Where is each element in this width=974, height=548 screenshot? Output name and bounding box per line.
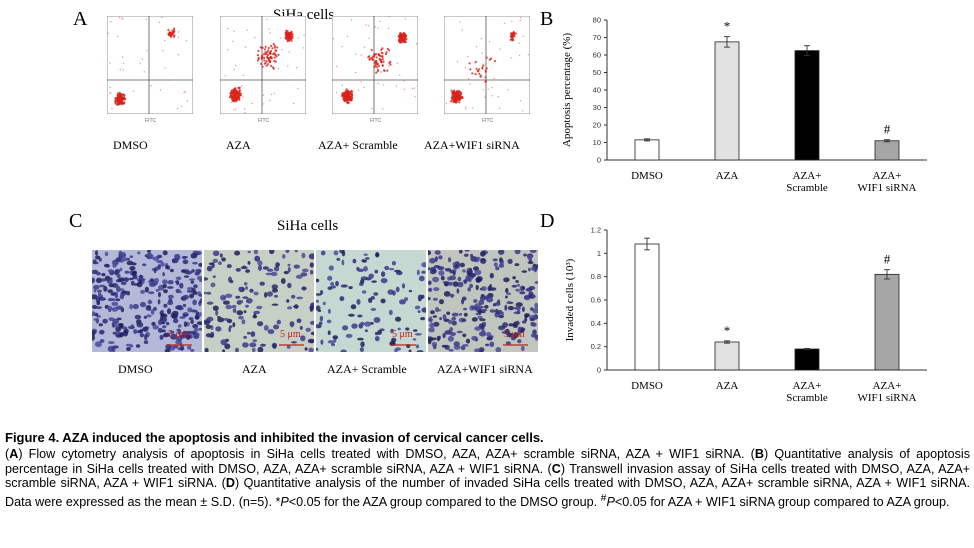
panel-a-label-dmso: DMSO xyxy=(113,138,148,152)
panel-c-label-aza: AZA xyxy=(242,362,267,376)
caption-d-text: ) Quantitative analysis of the number of… xyxy=(5,476,970,510)
caption-c-letter: C xyxy=(551,461,561,476)
bar xyxy=(874,140,900,161)
transwell-micrograph: 5 μm xyxy=(204,250,314,352)
caption-t2: <0.05 for AZA + WIF1 siRNA group compare… xyxy=(614,495,950,510)
caption-hash: # xyxy=(600,492,607,505)
panel-c-label-dmso: DMSO xyxy=(118,362,153,376)
panel-c-label-aza-scramble: AZA+ Scramble xyxy=(327,362,407,376)
x-tick-label: Scramble xyxy=(786,392,828,404)
caption-t1: <0.05 for the AZA group compared to the … xyxy=(288,495,601,510)
y-tick-label: 1.2 xyxy=(591,226,601,235)
significance-mark: # xyxy=(884,252,891,267)
y-tick-label: 80 xyxy=(593,16,601,25)
flow-cytometry-plot: FITC xyxy=(219,15,307,124)
significance-mark: * xyxy=(724,323,731,338)
flow-axis-label: FITC xyxy=(258,118,270,124)
x-tick-label: AZA+ xyxy=(873,170,902,182)
x-tick-label: DMSO xyxy=(631,380,663,392)
significance-mark: # xyxy=(884,122,891,137)
bar xyxy=(794,348,820,371)
flow-cytometry-plot: FITC xyxy=(106,15,194,124)
x-tick-label: Scramble xyxy=(786,182,828,194)
panel-a-label-aza: AZA xyxy=(226,138,251,152)
panel-a-letter: A xyxy=(73,8,88,30)
flow-axis-label: FITC xyxy=(370,118,382,124)
y-tick-label: 70 xyxy=(593,33,601,42)
transwell-micrograph: 5 μm xyxy=(428,250,538,352)
scale-bar-label: 5 μm xyxy=(168,329,189,340)
bar xyxy=(634,243,660,371)
caption-a-text: ) Flow cytometry analysis of apoptosis i… xyxy=(18,446,755,461)
y-tick-label: 50 xyxy=(593,68,601,77)
scale-bar-label: 5 μm xyxy=(504,329,525,340)
caption-d-letter: D xyxy=(225,476,235,491)
bar xyxy=(634,139,660,161)
caption-body: (A) Flow cytometry analysis of apoptosis… xyxy=(5,446,970,510)
y-axis-label: Invaded cells (10³) xyxy=(564,258,576,341)
x-tick-label: AZA+ xyxy=(793,380,822,392)
x-tick-label: AZA+ xyxy=(873,380,902,392)
chart-b: 0 10 20 30 40 50 60 70 80 Apoptosis percentage (%… xyxy=(561,16,927,194)
caption-p2: P xyxy=(606,495,615,510)
panel-b-letter: B xyxy=(540,8,554,30)
caption-title: Figure 4. AZA induced the apoptosis and … xyxy=(5,430,544,445)
bar xyxy=(714,341,740,371)
panel-a-label-aza-wif1: AZA+WIF1 siRNA xyxy=(424,138,520,152)
scale-bar-label: 5 μm xyxy=(280,329,301,340)
y-tick-label: 60 xyxy=(593,51,601,60)
y-tick-label: 20 xyxy=(593,121,601,130)
flow-axis-label: FITC xyxy=(145,118,157,124)
flow-axis-label: FITC xyxy=(482,118,494,124)
y-tick-label: 1 xyxy=(597,249,601,258)
flow-cytometry-plot: FITC xyxy=(443,15,531,124)
y-axis-label: Apoptosis percentage (%) xyxy=(561,33,573,148)
caption-a-letter: A xyxy=(9,446,19,461)
figure-caption: Figure 4. AZA induced the apoptosis and … xyxy=(5,430,970,510)
significance-mark: * xyxy=(724,19,731,34)
y-tick-label: 0 xyxy=(597,156,601,165)
y-tick-label: 30 xyxy=(593,103,601,112)
flow-cytometry-plot: FITC xyxy=(331,15,419,124)
x-tick-label: WIF1 siRNA xyxy=(858,392,917,404)
y-tick-label: 0 xyxy=(597,366,601,375)
x-tick-label: AZA xyxy=(716,170,739,182)
panel-d-letter: D xyxy=(540,210,555,232)
x-tick-label: DMSO xyxy=(631,170,663,182)
scale-bar-label: 5 μm xyxy=(392,329,413,340)
panel-c-label-aza-wif1: AZA+WIF1 siRNA xyxy=(437,362,533,376)
y-tick-label: 40 xyxy=(593,86,601,95)
bar xyxy=(714,41,740,161)
caption-p1: P xyxy=(280,495,289,510)
bar xyxy=(874,273,900,371)
caption-b-text: ) Quantitative analysis of apoptosis per… xyxy=(5,446,970,476)
y-tick-label: 0.4 xyxy=(591,319,601,328)
panel-c-title: SiHa cells xyxy=(277,218,339,234)
panel-c-letter: C xyxy=(69,210,83,232)
caption-b-letter: B xyxy=(754,446,764,461)
caption-c-text: ) Transwell invasion assay of SiHa cells… xyxy=(5,461,970,491)
y-tick-label: 0.8 xyxy=(591,272,601,281)
x-tick-label: AZA xyxy=(716,380,739,392)
y-tick-label: 0.2 xyxy=(591,342,601,351)
transwell-micrograph: 5 μm xyxy=(92,250,202,352)
y-tick-label: 0.6 xyxy=(591,296,601,305)
x-tick-label: WIF1 siRNA xyxy=(858,182,917,194)
y-tick-label: 10 xyxy=(593,138,601,147)
transwell-micrograph: 5 μm xyxy=(316,250,426,352)
chart-d: 0 0.2 0.4 0.6 0.8 1 1.2 Invaded cells (10³) DMSO… xyxy=(564,226,927,404)
x-tick-label: AZA+ xyxy=(793,170,822,182)
panel-a-label-aza-scramble: AZA+ Scramble xyxy=(318,138,398,152)
bar xyxy=(794,50,820,161)
